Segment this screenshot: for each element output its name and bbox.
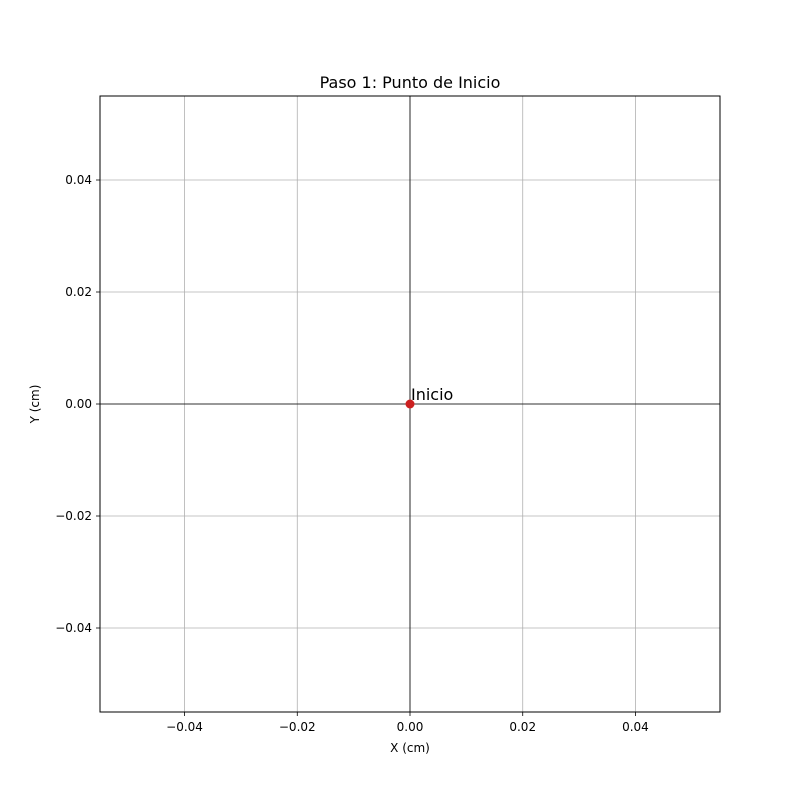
- y-axis-label: Y (cm): [28, 385, 42, 425]
- x-tick-label: 0.02: [509, 720, 536, 734]
- y-tick-label: 0.00: [65, 397, 92, 411]
- data-points: Inicio: [405, 385, 453, 409]
- point-annotation: Inicio: [411, 385, 453, 404]
- y-tick-label: 0.02: [65, 285, 92, 299]
- x-tick-label: −0.04: [166, 720, 203, 734]
- y-tick-label: −0.02: [55, 509, 92, 523]
- x-tick-label: −0.02: [279, 720, 316, 734]
- chart-title: Paso 1: Punto de Inicio: [320, 73, 501, 92]
- y-tick-label: −0.04: [55, 621, 92, 635]
- x-ticks: −0.04 −0.02 0.00 0.02 0.04: [166, 712, 649, 734]
- x-tick-label: 0.04: [622, 720, 649, 734]
- x-axis-label: X (cm): [390, 741, 430, 755]
- y-ticks: −0.04 −0.02 0.00 0.02 0.04: [55, 173, 100, 635]
- x-tick-label: 0.00: [397, 720, 424, 734]
- data-point: [405, 399, 415, 409]
- y-tick-label: 0.04: [65, 173, 92, 187]
